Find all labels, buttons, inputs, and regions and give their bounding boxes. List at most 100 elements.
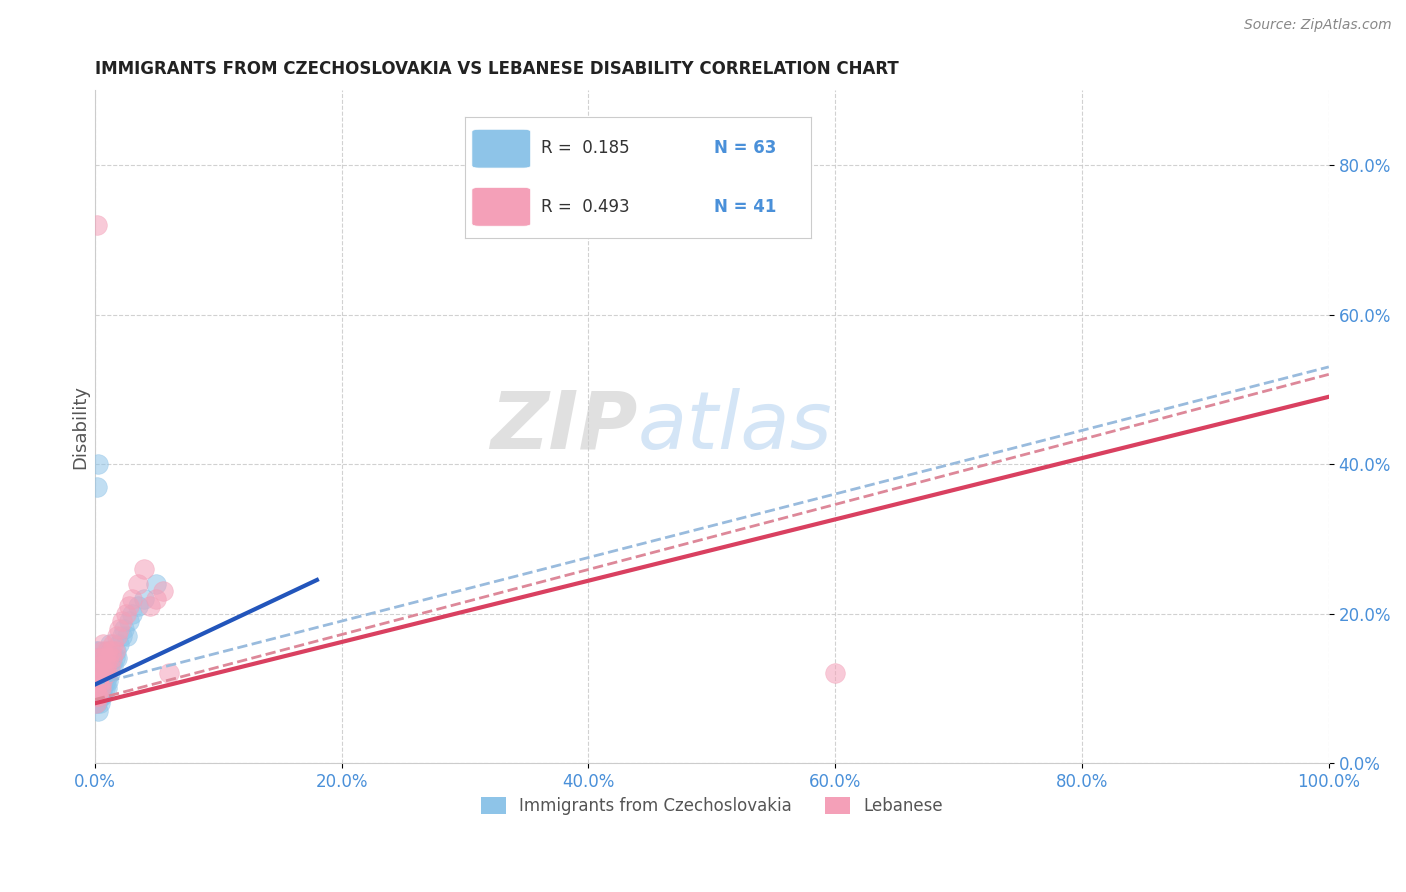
Point	[108, 622, 131, 636]
Point	[87, 689, 110, 703]
Point	[91, 681, 114, 696]
Point	[101, 651, 124, 665]
Point	[87, 704, 110, 718]
Point	[93, 666, 115, 681]
Point	[111, 629, 134, 643]
Point	[134, 591, 156, 606]
Point	[87, 673, 110, 688]
Point	[157, 666, 180, 681]
Point	[93, 681, 115, 696]
Point	[86, 218, 108, 232]
Point	[87, 666, 110, 681]
Point	[86, 689, 108, 703]
Point	[87, 651, 110, 665]
Point	[89, 681, 111, 696]
Point	[90, 666, 112, 681]
Point	[86, 651, 108, 665]
Point	[96, 644, 118, 658]
Point	[96, 666, 118, 681]
Point	[86, 479, 108, 493]
Point	[101, 651, 124, 665]
Point	[89, 651, 111, 665]
Point	[121, 607, 143, 621]
Point	[93, 666, 115, 681]
Point	[121, 591, 143, 606]
Point	[89, 666, 111, 681]
Point	[100, 659, 122, 673]
Point	[93, 636, 115, 650]
Point	[84, 666, 107, 681]
Point	[94, 659, 117, 673]
Point	[93, 673, 115, 688]
Point	[89, 696, 111, 710]
Point	[118, 614, 141, 628]
Point	[94, 659, 117, 673]
Point	[93, 659, 115, 673]
Point	[118, 599, 141, 614]
Point	[91, 673, 114, 688]
Point	[94, 673, 117, 688]
Point	[103, 651, 125, 665]
Point	[84, 681, 107, 696]
Point	[97, 673, 120, 688]
Point	[89, 659, 111, 673]
Point	[91, 689, 114, 703]
Point	[93, 666, 115, 681]
Point	[91, 673, 114, 688]
Text: atlas: atlas	[638, 388, 832, 466]
Point	[114, 607, 136, 621]
Point	[84, 666, 107, 681]
Point	[145, 576, 167, 591]
Point	[87, 659, 110, 673]
Point	[108, 636, 131, 650]
Point	[824, 666, 846, 681]
Point	[91, 644, 114, 658]
Point	[93, 681, 115, 696]
Point	[112, 622, 135, 636]
Point	[84, 651, 107, 665]
Point	[87, 457, 110, 471]
Point	[98, 636, 121, 650]
Point	[87, 689, 110, 703]
Y-axis label: Disability: Disability	[72, 384, 89, 468]
Point	[84, 644, 107, 658]
Point	[152, 584, 174, 599]
Point	[87, 644, 110, 658]
Point	[145, 591, 167, 606]
Point	[93, 651, 115, 665]
Point	[134, 562, 156, 576]
Point	[103, 644, 125, 658]
Point	[90, 681, 112, 696]
Point	[91, 659, 114, 673]
Point	[97, 644, 120, 658]
Point	[105, 651, 128, 665]
Point	[84, 681, 107, 696]
Point	[139, 599, 162, 614]
Point	[100, 644, 122, 658]
Point	[104, 644, 127, 658]
Point	[98, 666, 121, 681]
Point	[86, 659, 108, 673]
Point	[90, 689, 112, 703]
Point	[86, 673, 108, 688]
Point	[105, 629, 128, 643]
Point	[86, 666, 108, 681]
Point	[84, 696, 107, 710]
Point	[86, 696, 108, 710]
Text: Source: ZipAtlas.com: Source: ZipAtlas.com	[1244, 18, 1392, 32]
Point	[96, 651, 118, 665]
Point	[97, 651, 120, 665]
Point	[86, 681, 108, 696]
Point	[111, 614, 134, 628]
Point	[89, 673, 111, 688]
Point	[103, 636, 125, 650]
Point	[103, 659, 125, 673]
Point	[127, 599, 149, 614]
Point	[86, 689, 108, 703]
Point	[98, 659, 121, 673]
Point	[86, 673, 108, 688]
Text: ZIP: ZIP	[491, 388, 638, 466]
Point	[90, 651, 112, 665]
Point	[96, 681, 118, 696]
Text: IMMIGRANTS FROM CZECHOSLOVAKIA VS LEBANESE DISABILITY CORRELATION CHART: IMMIGRANTS FROM CZECHOSLOVAKIA VS LEBANE…	[94, 60, 898, 78]
